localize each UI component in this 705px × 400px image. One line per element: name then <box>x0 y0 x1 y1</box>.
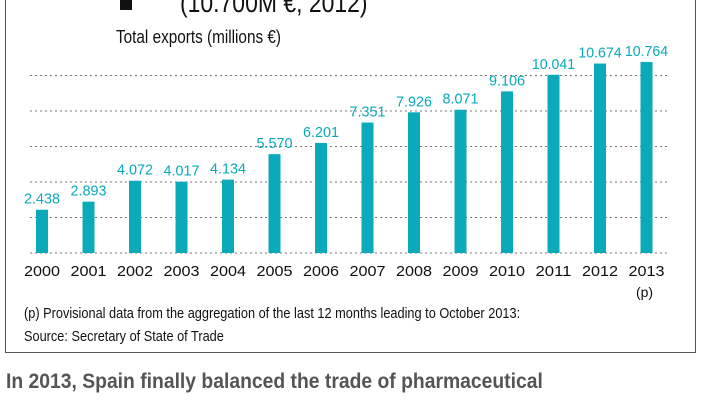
chart-title: (10.700M €, 2012) <box>180 0 368 18</box>
x-tick-label: 2000 <box>24 263 60 280</box>
bar <box>547 74 560 253</box>
bar <box>222 179 234 253</box>
x-tick-label: 2008 <box>396 263 432 280</box>
bar <box>82 201 95 253</box>
bar <box>640 61 653 254</box>
chart-frame <box>5 0 696 353</box>
x-tick-label: 2012 <box>582 263 618 280</box>
bar <box>361 122 374 254</box>
bar <box>501 91 513 253</box>
x-tick-label: 2011 <box>536 263 572 280</box>
x-tick-label: 2004 <box>210 263 246 280</box>
data-label: 9.106 <box>489 72 525 89</box>
bar <box>268 154 281 253</box>
chart-subtitle: Total exports (millions €) <box>116 27 281 47</box>
data-label: 4.017 <box>164 163 200 180</box>
x-tick-label: 2009 <box>443 263 479 280</box>
data-label: 8.071 <box>443 91 479 108</box>
x-tick-label: 2003 <box>164 263 200 280</box>
x-tick-label: 2013 <box>629 263 665 280</box>
headline: In 2013, Spain finally balanced the trad… <box>6 370 543 393</box>
x-tick-label: 2005 <box>257 263 293 280</box>
data-label: 7.926 <box>396 93 432 110</box>
data-label: 10.764 <box>625 43 668 60</box>
bar-chart: 2.438 2000 2.893 2001 4.072 2002 4.017 2003 4.13… <box>24 43 668 300</box>
data-label: 7.351 <box>350 104 386 121</box>
bar <box>129 180 141 253</box>
x-tick-label: 2007 <box>350 263 386 280</box>
bar <box>408 112 420 253</box>
bar <box>594 63 606 253</box>
x-tick-label: 2002 <box>117 263 153 280</box>
data-label: 10.041 <box>532 56 575 73</box>
x-tick-label: 2010 <box>489 263 525 280</box>
bar <box>315 142 327 253</box>
data-label: 5.570 <box>257 135 293 152</box>
x-tick-label: 2001 <box>71 263 107 280</box>
source-note: Source: Secretary of State of Trade <box>24 328 224 345</box>
data-label: 4.134 <box>210 161 246 178</box>
legend-marker <box>120 0 132 10</box>
data-label: 2.438 <box>24 191 60 208</box>
data-label: 10.674 <box>578 45 621 62</box>
x-tick-note: (p) <box>636 284 653 300</box>
data-label: 4.072 <box>117 162 153 179</box>
footnote: (p) Provisional data from the aggregatio… <box>24 305 521 322</box>
bar <box>454 109 467 254</box>
bar <box>36 209 48 253</box>
x-tick-label: 2006 <box>303 263 339 280</box>
bar <box>175 181 188 253</box>
data-label: 2.893 <box>71 183 107 200</box>
data-label: 6.201 <box>303 124 339 141</box>
